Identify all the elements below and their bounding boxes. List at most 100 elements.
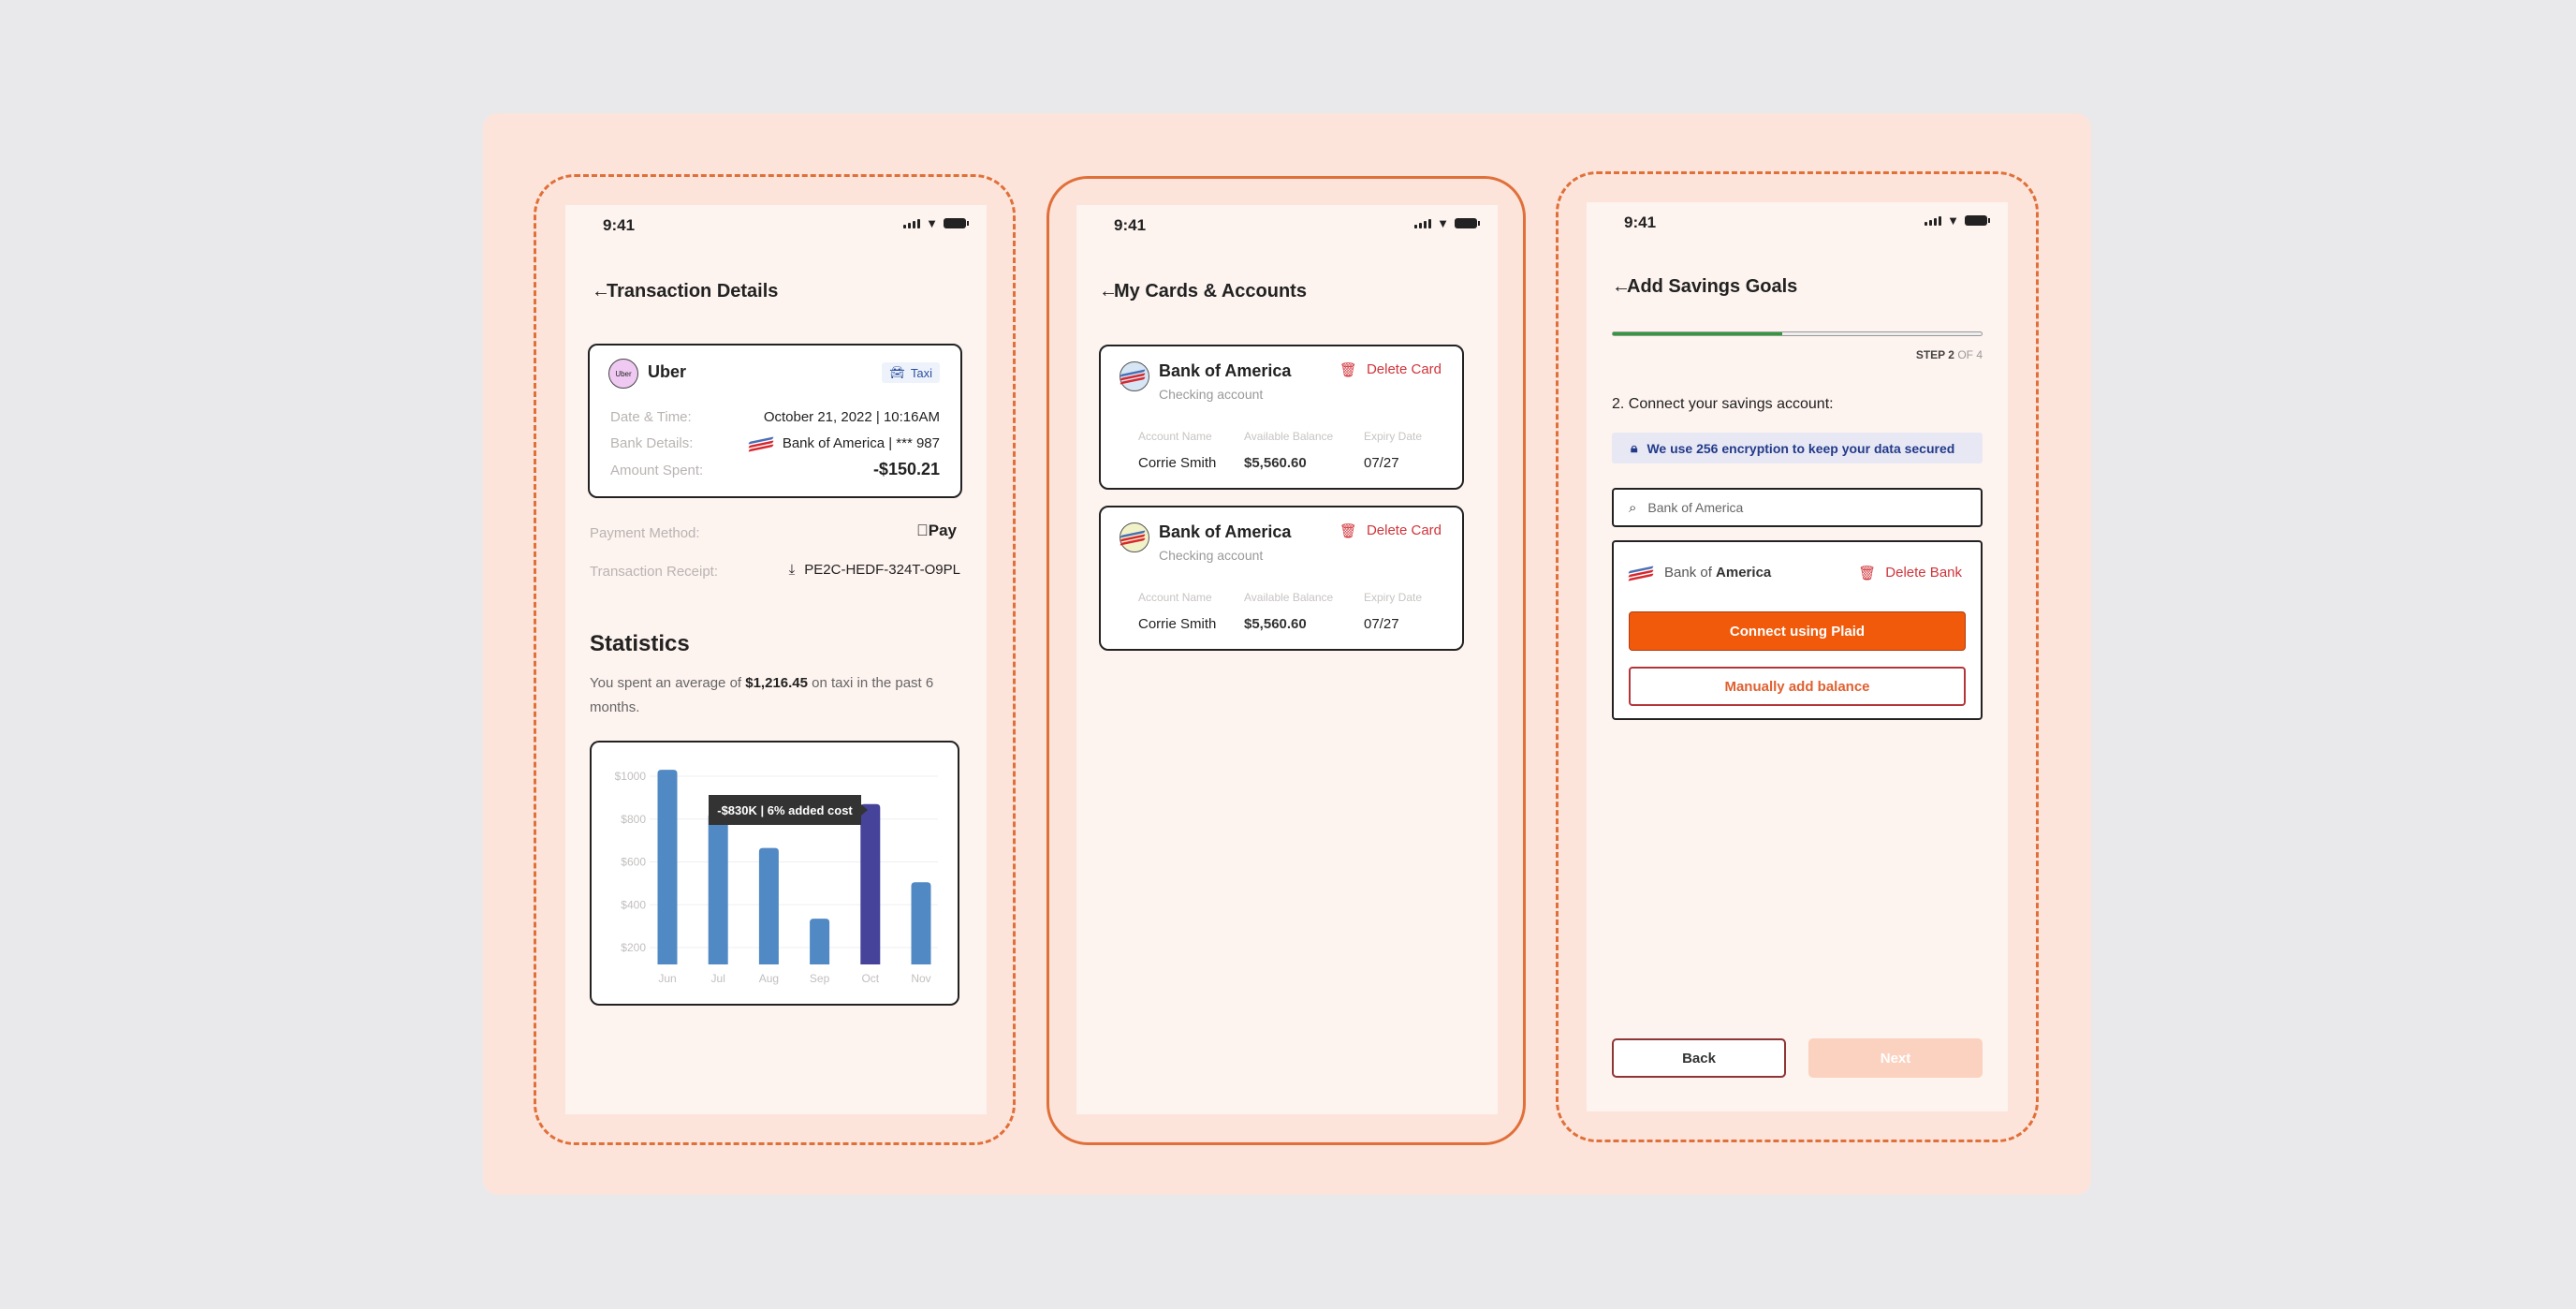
y-tick-label: $400 — [621, 898, 646, 911]
bank-logo — [1120, 361, 1149, 391]
account-name: Corrie Smith — [1138, 616, 1217, 632]
bank-label: Bank Details: — [610, 435, 694, 451]
category-badge: 🚘︎ Taxi — [882, 362, 940, 383]
x-tick-label: Sep — [810, 972, 830, 985]
statistics-title: Statistics — [590, 631, 690, 656]
manually-add-balance-button[interactable]: Manually add balance — [1629, 667, 1966, 706]
expiry-header: Expiry Date — [1364, 430, 1423, 443]
account-name: Corrie Smith — [1138, 455, 1217, 471]
bank-of-america-logo — [748, 435, 775, 452]
battery-icon — [1965, 215, 1990, 226]
bar-nov[interactable] — [911, 882, 931, 964]
connect-plaid-button[interactable]: Connect using Plaid — [1629, 611, 1966, 651]
cards-accounts-screen: 9:41 ▼ ← My Cards & Accounts Bank of Ame… — [1076, 205, 1498, 1114]
logo-text: Uber — [615, 369, 632, 378]
delete-card-label: Delete Card — [1366, 522, 1442, 538]
summary-text-end: on taxi in the past 6 months. — [590, 675, 934, 715]
back-button[interactable]: Back — [1612, 1038, 1786, 1078]
transaction-card: Uber Uber 🚘︎ Taxi Date & Time: October 21… — [588, 344, 962, 498]
delete-card-button[interactable]: 🗑︎ Delete Card — [1339, 361, 1442, 378]
bar-sep[interactable] — [810, 919, 830, 964]
date-value: October 21, 2022 | 10:16AM — [763, 409, 940, 425]
car-icon: 🚘︎ — [889, 365, 905, 379]
x-tick-label: Aug — [759, 972, 779, 985]
step-total: OF 4 — [1954, 348, 1983, 361]
x-tick-label: Nov — [911, 972, 930, 985]
bar-oct[interactable] — [860, 803, 881, 964]
account-card[interactable]: Bank of America Checking account 🗑︎ Delet… — [1099, 345, 1464, 490]
next-button[interactable]: Next — [1808, 1038, 1983, 1078]
category-label: Taxi — [910, 365, 932, 380]
battery-icon — [1455, 218, 1480, 228]
amount-value: -$150.21 — [872, 460, 940, 478]
account-type: Checking account — [1159, 548, 1264, 563]
spending-chart-card: $200 $400 $600 $800 $1000 Jun Jul Aug Sep Oct Nov … — [590, 741, 959, 1006]
page-header: ← Transaction Details — [592, 281, 778, 302]
bank-name-bold: America — [1716, 565, 1772, 581]
average-amount: $1,216.45 — [745, 675, 808, 691]
account-card[interactable]: Bank of America Checking account 🗑︎ Delet… — [1099, 506, 1464, 651]
status-time: 9:41 — [1624, 213, 1657, 231]
merchant-name: Uber — [648, 362, 687, 381]
back-arrow-icon[interactable]: ← — [1099, 281, 1118, 302]
delete-bank-button[interactable]: 🗑︎ Delete Bank — [1858, 565, 1962, 581]
receipt-label: Transaction Receipt: — [590, 564, 719, 580]
y-tick-label: $600 — [621, 856, 646, 869]
download-icon: ⤓ — [788, 562, 796, 578]
bank-search-input[interactable]: ⌕ Bank of America — [1612, 488, 1983, 527]
selected-bank-card: Bank of America 🗑︎ Delete Bank Connect us… — [1612, 540, 1983, 720]
chart-tooltip: -$830K | 6% added cost — [709, 795, 868, 825]
delete-card-button[interactable]: 🗑︎ Delete Card — [1339, 522, 1442, 539]
receipt-download-link[interactable]: ⤓ PE2C-HEDF-324T-O9PL — [789, 562, 960, 578]
signal-icon — [1925, 216, 1942, 226]
battery-icon — [944, 218, 969, 228]
bank-row: Bank of America — [1628, 565, 1771, 581]
account-name-header: Account Name — [1138, 430, 1212, 443]
spending-bar-chart: $200 $400 $600 $800 $1000 Jun Jul Aug Sep Oct Nov — [615, 770, 938, 985]
transaction-details-screen: 9:41 ▼ ← Transaction Details Uber Uber 🚘… — [565, 205, 987, 1114]
trash-icon: 🗑︎ — [1339, 523, 1357, 539]
balance-header: Available Balance — [1244, 430, 1334, 443]
encryption-banner: 🔒︎ We use 256 encryption to keep your dat… — [1612, 433, 1983, 463]
bar-jul[interactable] — [708, 812, 728, 964]
apple-pay-logo: Pay — [916, 522, 957, 540]
page-title: Add Savings Goals — [1627, 276, 1798, 297]
delete-bank-label: Delete Bank — [1885, 565, 1962, 581]
tooltip-arrow — [861, 804, 868, 816]
section-heading: 2. Connect your savings account: — [1612, 396, 1834, 412]
step-progress-bar — [1612, 331, 1983, 336]
trash-icon: 🗑︎ — [1339, 362, 1357, 378]
available-balance: $5,560.60 — [1244, 616, 1307, 632]
bar-jun[interactable] — [657, 770, 678, 964]
bank-of-america-logo — [1120, 530, 1147, 546]
step-current: STEP 2 — [1915, 348, 1954, 361]
page-title: Transaction Details — [607, 281, 779, 302]
back-arrow-icon[interactable]: ← — [1612, 276, 1631, 297]
search-icon: ⌕ — [1629, 499, 1637, 516]
wifi-icon: ▼ — [1437, 216, 1449, 230]
back-arrow-icon[interactable]: ← — [592, 281, 610, 302]
receipt-id: PE2C-HEDF-324T-O9PL — [804, 562, 960, 578]
payment-method-label: Payment Method: — [590, 525, 700, 541]
balance-header: Available Balance — [1244, 591, 1334, 604]
bank-name: Bank of America — [1664, 565, 1771, 581]
screen-frame-savings — [1556, 171, 2039, 1142]
encryption-text: We use 256 encryption to keep your data … — [1647, 440, 1955, 456]
trash-icon: 🗑︎ — [1858, 566, 1877, 581]
y-tick-label: $200 — [621, 941, 646, 954]
x-tick-label: Oct — [861, 972, 879, 985]
y-tick-label: $800 — [621, 813, 646, 826]
status-time: 9:41 — [603, 216, 636, 234]
date-label: Date & Time: — [610, 409, 692, 425]
signal-icon — [1414, 219, 1432, 228]
amount-label: Amount Spent: — [610, 463, 704, 478]
bank-name: Bank of America — [1159, 522, 1292, 541]
screen-frame-transaction — [534, 174, 1016, 1145]
wifi-icon: ▼ — [1947, 213, 1959, 228]
search-value: Bank of America — [1647, 500, 1744, 515]
bar-aug[interactable] — [758, 847, 779, 964]
bank-logo — [1120, 522, 1149, 552]
statistics-summary: You spent an average of $1,216.45 on tax… — [590, 671, 955, 720]
status-icons: ▼ — [903, 217, 969, 229]
status-icons: ▼ — [1925, 213, 1990, 228]
